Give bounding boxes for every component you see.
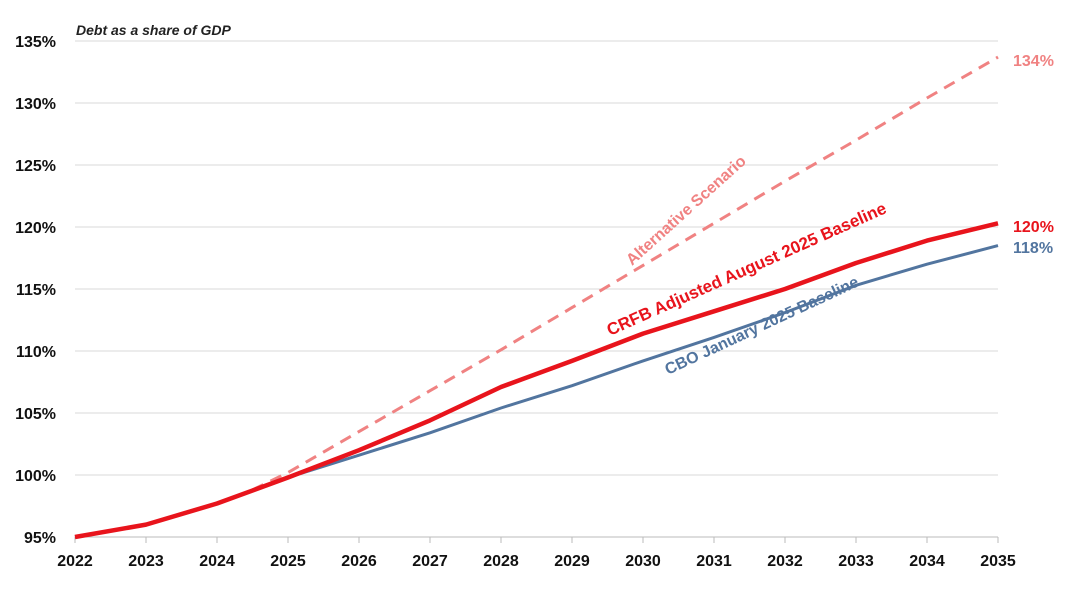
x-tick-label: 2029 [554, 553, 590, 570]
y-tick-label: 120% [15, 220, 56, 237]
y-tick-label: 105% [15, 406, 56, 423]
x-tick-label: 2032 [767, 553, 803, 570]
x-tick-label: 2028 [483, 553, 519, 570]
x-tick-label: 2033 [838, 553, 874, 570]
x-axis: 2022 2023 2024 2025 2026 2027 2028 2029 2030 2031… [57, 537, 1016, 570]
y-tick-label: 95% [24, 530, 56, 547]
x-tick-label: 2023 [128, 553, 164, 570]
y-tick-label: 110% [16, 344, 56, 361]
series-line-crfb-adjusted-august-2025-baseline [75, 223, 998, 537]
end-label-alternative: 134% [1013, 53, 1054, 70]
x-tick-label: 2024 [199, 553, 235, 570]
y-tick-label: 115% [16, 282, 56, 299]
series-label-alternative: Alternative Scenario [623, 153, 750, 269]
y-tick-label: 100% [15, 468, 56, 485]
series-line-alternative-scenario [253, 57, 999, 490]
x-tick-label: 2035 [980, 553, 1016, 570]
x-tick-label: 2034 [909, 553, 945, 570]
x-tick-label: 2025 [270, 553, 306, 570]
end-label-cbo: 118% [1013, 240, 1053, 257]
end-label-crfb: 120% [1013, 219, 1054, 236]
x-tick-label: 2022 [57, 553, 93, 570]
chart-title: Debt as a share of GDP [76, 22, 231, 38]
x-tick-label: 2027 [412, 553, 448, 570]
x-tick-label: 2030 [625, 553, 661, 570]
y-tick-label: 125% [15, 158, 56, 175]
x-tick-label: 2031 [696, 553, 732, 570]
y-tick-label: 135% [15, 34, 56, 51]
series-label-crfb: CRFB Adjusted August 2025 Baseline [604, 199, 889, 340]
series-lines [75, 57, 998, 537]
y-axis: 95% 100% 105% 110% 115% 120% 125% 130% 135% [15, 34, 56, 547]
y-tick-label: 130% [15, 96, 56, 113]
x-tick-label: 2026 [341, 553, 377, 570]
